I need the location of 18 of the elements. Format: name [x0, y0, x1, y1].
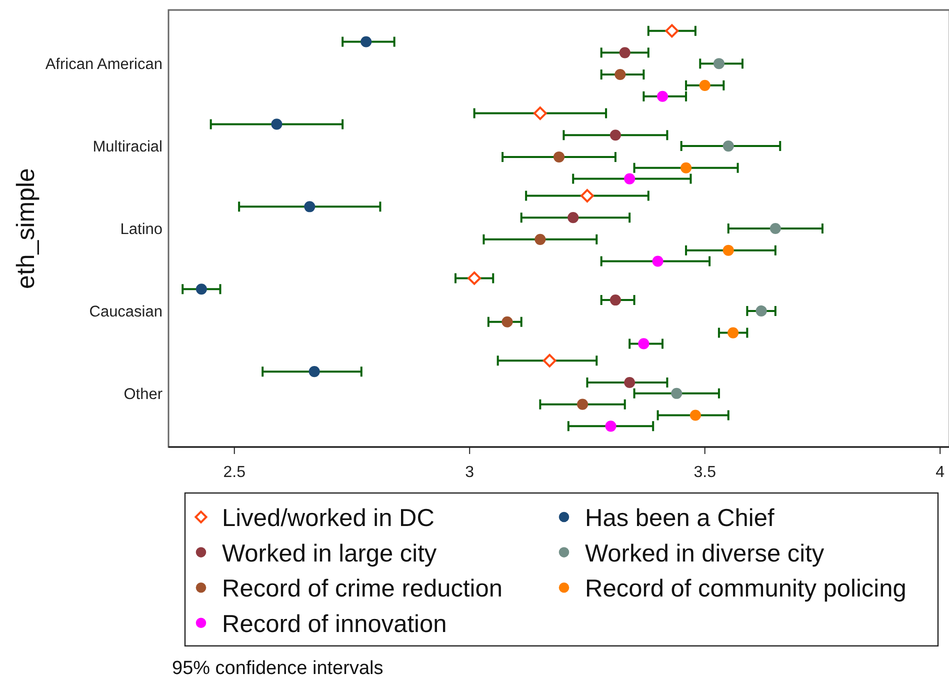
- legend-label: Lived/worked in DC: [222, 505, 434, 532]
- text: 95% confidence intervals: [172, 658, 384, 679]
- legend-label: Worked in large city: [222, 540, 438, 568]
- x-tick-label: 4: [936, 464, 945, 481]
- y-tick-label: Latino: [120, 221, 162, 238]
- y-tick-label: Other: [124, 386, 162, 403]
- x-tick-label: 3.5: [694, 464, 716, 481]
- y-tick-label: African American: [45, 56, 162, 74]
- x-tick-label: 3: [465, 464, 474, 481]
- legend-label: Record of community policing: [585, 576, 906, 603]
- y-tick-label: Multiracial: [92, 138, 162, 156]
- legend-label: Record of innovation: [222, 610, 447, 638]
- y-axis-title: eth_simple: [12, 168, 40, 289]
- legend-label: Record of crime reduction: [222, 576, 503, 603]
- legend-label: Worked in diverse city: [585, 540, 825, 568]
- y-tick-label: Caucasian: [89, 303, 162, 320]
- legend-label: Has been a Chief: [585, 505, 775, 532]
- x-tick-label: 2.5: [223, 464, 246, 481]
